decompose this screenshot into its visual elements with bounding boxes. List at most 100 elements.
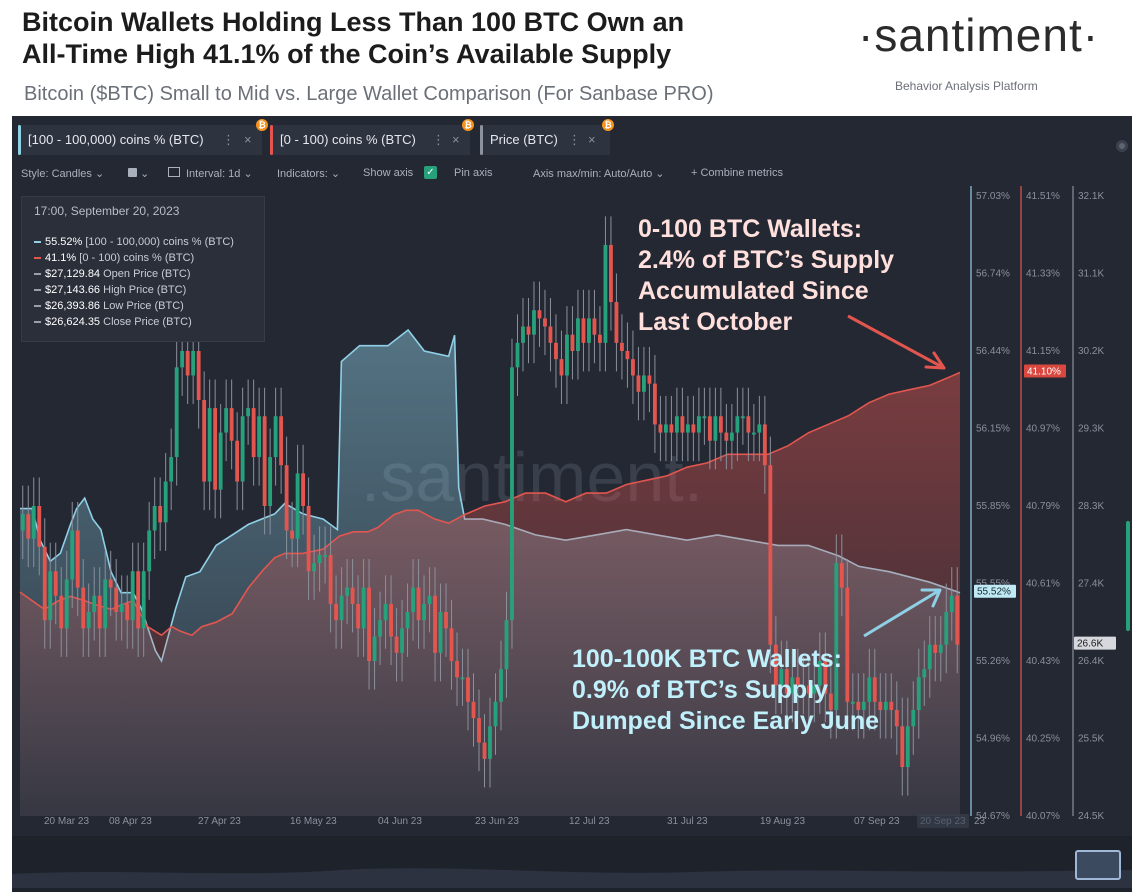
candle-body (488, 726, 492, 759)
style-dropdown[interactable]: Style: Candles ⌄ (21, 167, 104, 180)
candle-body (740, 416, 745, 419)
candle-body (323, 554, 328, 557)
more-icon[interactable]: ⋮ (432, 132, 445, 147)
candle-body (631, 359, 635, 376)
candle-body (229, 408, 234, 441)
candle-body (927, 644, 932, 670)
tab-label: [0 - 100) coins % (BTC) (280, 132, 416, 147)
time-navigator[interactable] (12, 836, 1132, 892)
candle-body (768, 465, 773, 645)
candle-body (438, 612, 443, 653)
chart-subtitle: Bitcoin ($BTC) Small to Mid vs. Large Wa… (24, 83, 714, 105)
price-chart[interactable]: .santiment.57.03%56.74%56.44%56.15%55.85… (12, 116, 1132, 892)
candle-body (378, 620, 382, 637)
candle-body (53, 571, 58, 596)
candle-body (152, 506, 157, 531)
small-pct-axis-tick: 41.33% (1026, 269, 1060, 280)
candle-body (70, 530, 75, 580)
pin-axis-toggle[interactable]: Pin axis (454, 167, 493, 179)
scroll-indicator[interactable] (1126, 521, 1130, 631)
chevron-down-icon: ⌄ (243, 168, 253, 180)
candle-body (944, 612, 949, 645)
candle-body (422, 603, 426, 621)
x-tick-label: 07 Sep 23 (854, 816, 900, 827)
candle-body (828, 693, 833, 710)
large-pct-axis-tick: 56.15% (976, 424, 1010, 435)
candle-body (301, 473, 306, 506)
candle-body (290, 530, 295, 539)
more-icon[interactable]: ⋮ (568, 132, 581, 147)
calendar-icon (168, 167, 180, 177)
interval-dropdown[interactable]: Interval: 1d ⌄ (168, 167, 253, 180)
candle-body (515, 342, 520, 368)
candle-body (718, 416, 723, 433)
candle-body (658, 424, 663, 433)
candle-body (559, 359, 564, 376)
legend-row: 41.1% [0 - 100) coins % (BTC) (34, 252, 194, 264)
candle-body (806, 685, 811, 694)
legend-row: $26,393.86 Low Price (BTC) (34, 300, 184, 312)
legend-swatch (34, 321, 41, 324)
candle-body (565, 334, 569, 376)
candle-body (850, 701, 855, 704)
chart-panel: .santiment. 57.03% 56.74% 56.44% 56.15% 55.85… (12, 116, 1132, 892)
candle-body (532, 310, 536, 335)
chevron-down-icon: ⌄ (330, 168, 341, 180)
close-icon[interactable]: × (452, 132, 460, 147)
annotation-line: Dumped Since Early June (572, 707, 880, 735)
candle-body (416, 587, 421, 621)
candle-body (652, 383, 657, 425)
panel-toggle[interactable] (1116, 140, 1128, 152)
candle-body (790, 677, 795, 694)
candle-body (916, 677, 921, 710)
tooltip-legend: 17:00, September 20, 2023 55.52% [100 - … (21, 196, 265, 342)
candle-body (361, 587, 366, 629)
candle-body (191, 351, 196, 376)
annotation-line: Last October (638, 308, 793, 336)
legend-label: Low Price (BTC) (103, 300, 184, 312)
small-pct-axis-tick: 40.07% (1026, 811, 1060, 822)
indicators-label: Indicators: (277, 168, 328, 180)
large-pct-axis-tick: 54.67% (976, 811, 1010, 822)
candle-body (180, 351, 185, 368)
combine-metrics-button[interactable]: + Combine metrics (691, 167, 784, 179)
candle-body (202, 399, 207, 482)
tab-price[interactable]: Price (BTC) ⋮ × ₿ (480, 119, 614, 155)
candle-body (878, 701, 883, 710)
candle-body (543, 318, 547, 327)
candle-body (779, 669, 784, 686)
legend-swatch (34, 273, 41, 276)
annotation-line: 100-100K BTC Wallets: (572, 645, 842, 673)
candle-body (350, 587, 355, 604)
price-axis-tick: 26.4K (1078, 656, 1104, 667)
candle-body (163, 481, 168, 523)
candle-body (592, 318, 597, 335)
close-icon[interactable]: × (588, 132, 596, 147)
indicators-dropdown[interactable]: Indicators: ⌄ (277, 167, 340, 180)
candle-body (625, 351, 630, 360)
legend-value: $27,129.84 (45, 268, 101, 280)
candle-body (603, 244, 608, 343)
tab-large-wallets[interactable]: [100 - 100,000) coins % (BTC) ⋮ × ₿ (18, 119, 268, 155)
show-axis-checkbox[interactable]: ✓ (424, 166, 437, 179)
show-axis-label: Show axis (363, 167, 414, 179)
candle-body (911, 709, 916, 727)
color-picker[interactable]: ⌄ (128, 167, 149, 180)
candle-body (433, 595, 437, 653)
legend-value: $27,143.66 (45, 284, 101, 296)
close-icon[interactable]: × (244, 132, 252, 147)
tab-small-wallets[interactable]: [0 - 100) coins % (BTC) ⋮ × ₿ (270, 119, 474, 155)
candle-body (312, 563, 317, 572)
legend-row: $26,624.35 Close Price (BTC) (34, 316, 192, 328)
x-tick-label: 19 Aug 23 (760, 816, 805, 827)
candle-body (460, 677, 465, 680)
candle-body (724, 432, 729, 441)
brand-tagline: Behavior Analysis Platform (895, 79, 1038, 93)
more-icon[interactable]: ⋮ (222, 132, 235, 147)
chart-title-line-2: All-Time High 41.1% of the Coin’s Availa… (22, 39, 672, 69)
legend-label: High Price (BTC) (103, 284, 187, 296)
axis-minmax-dropdown[interactable]: Axis max/min: Auto/Auto ⌄ (533, 167, 665, 180)
navigator-handle[interactable] (1075, 850, 1121, 880)
legend-row: $27,129.84 Open Price (BTC) (34, 268, 191, 280)
candle-body (641, 375, 646, 392)
